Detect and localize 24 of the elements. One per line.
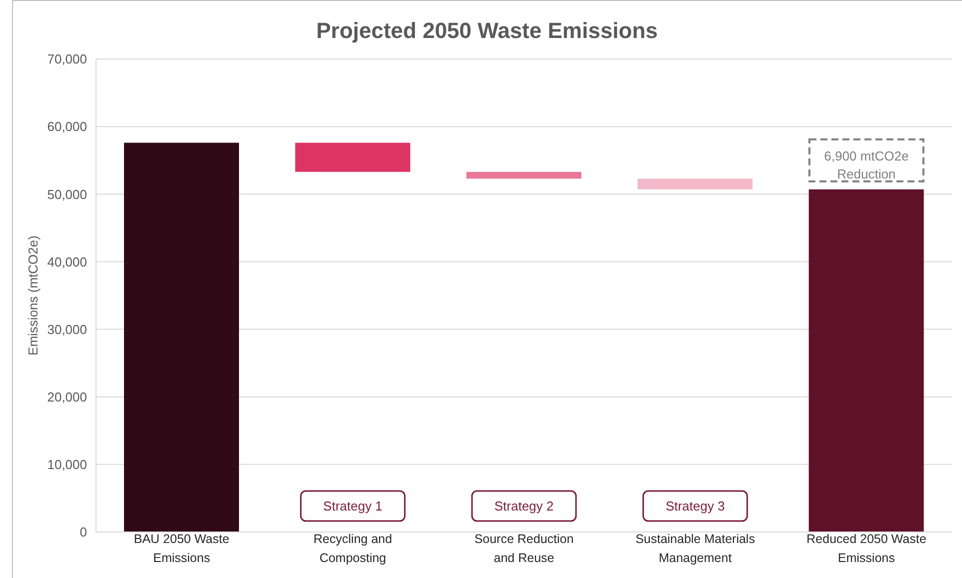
y-tick-label: 0 — [80, 524, 87, 540]
y-tick-label: 40,000 — [47, 254, 87, 270]
bar — [295, 142, 410, 172]
y-axis-title: Emissions (mtCO2e) — [26, 236, 40, 356]
annotation: 6,900 mtCO2e Reduction — [824, 148, 909, 182]
y-tick-label: 50,000 — [47, 186, 87, 202]
x-tick-label: Reduced 2050 Waste Emissions — [806, 532, 926, 565]
annotation: Strategy 1 — [323, 498, 382, 514]
y-tick-label: 20,000 — [47, 389, 87, 404]
x-tick-label: BAU 2050 Waste Emissions — [134, 532, 230, 565]
annotation: Strategy 2 — [494, 498, 554, 514]
y-tick-label: 10,000 — [47, 457, 87, 472]
y-tick-label: 30,000 — [47, 322, 87, 337]
y-tick-label: 60,000 — [47, 119, 87, 134]
bar — [638, 178, 753, 190]
x-tick-label: Source Reduction and Reuse — [474, 532, 574, 565]
y-tick-label: 70,000 — [47, 52, 87, 67]
x-tick-label: Recycling and Composting — [314, 532, 392, 565]
annotation: Strategy 3 — [666, 498, 725, 514]
x-tick-label: Sustainable Materials Management — [635, 532, 755, 565]
bar — [808, 189, 924, 532]
bar — [466, 172, 582, 179]
chart-title: Projected 2050 Waste Emissions — [315, 18, 659, 43]
bar — [124, 142, 239, 532]
